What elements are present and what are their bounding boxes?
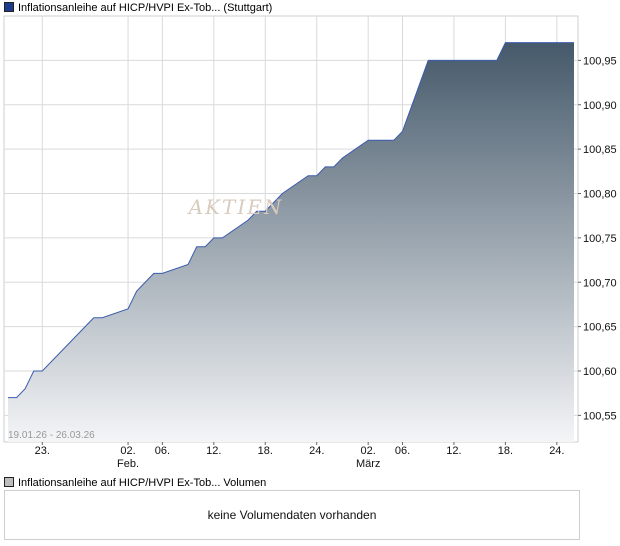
x-tick-label: 12.	[446, 445, 461, 457]
x-tick-label: 24.	[549, 445, 564, 457]
x-tick-label: 02.	[120, 445, 135, 457]
price-legend: Inflationsanleihe auf HICP/HVPI Ex-Tob..…	[4, 1, 272, 15]
x-tick-label: 06.	[155, 445, 170, 457]
x-tick-label: 02.	[361, 445, 376, 457]
date-range-label: 19.01.26 - 26.03.26	[8, 430, 95, 441]
y-tick-label: 100,55	[583, 410, 617, 422]
x-tick-label: 24.	[309, 445, 324, 457]
price-chart: AKTIEN 19.01.26 - 26.03.26 100,55 100,60 1…	[3, 15, 617, 470]
volume-series-swatch	[4, 477, 14, 487]
x-month-label: Feb.	[117, 458, 139, 470]
x-tick-label: 06.	[395, 445, 410, 457]
y-tick-label: 100,60	[583, 366, 617, 378]
x-tick-label: 12.	[206, 445, 221, 457]
volume-panel: keine Volumendaten vorhanden	[4, 490, 580, 540]
y-tick-label: 100,90	[583, 100, 617, 112]
y-tick-label: 100,80	[583, 189, 617, 201]
x-tick-label: 18.	[498, 445, 513, 457]
y-tick-label: 100,70	[583, 277, 617, 289]
y-tick-label: 100,75	[583, 233, 617, 245]
y-tick-label: 100,65	[583, 322, 617, 334]
volume-legend: Inflationsanleihe auf HICP/HVPI Ex-Tob..…	[4, 476, 266, 490]
price-area	[8, 42, 574, 442]
y-tick-label: 100,85	[583, 144, 617, 156]
price-series-swatch	[4, 2, 14, 12]
x-tick-label: 23.	[35, 445, 50, 457]
price-line	[8, 42, 574, 399]
volume-legend-label: Inflationsanleihe auf HICP/HVPI Ex-Tob..…	[18, 477, 267, 489]
volume-empty-message: keine Volumendaten vorhanden	[207, 508, 377, 522]
x-month-label: März	[356, 458, 380, 470]
watermark-text: AKTIEN	[187, 195, 284, 219]
x-tick-label: 18.	[258, 445, 273, 457]
y-tick-label: 100,95	[583, 55, 617, 67]
price-legend-label: Inflationsanleihe auf HICP/HVPI Ex-Tob..…	[18, 2, 273, 14]
